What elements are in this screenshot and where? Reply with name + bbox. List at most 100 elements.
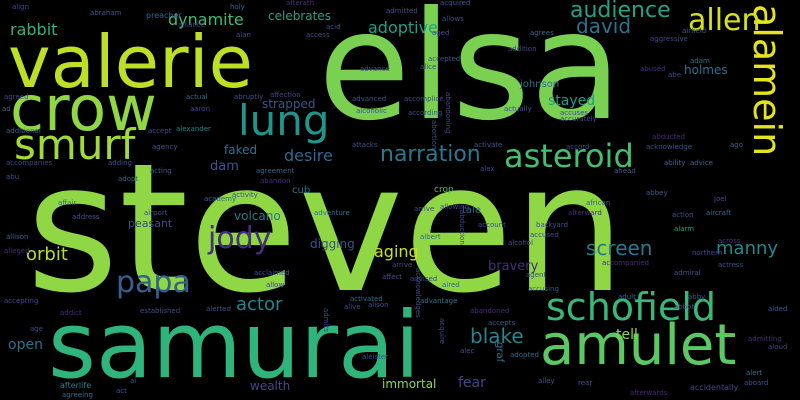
word: amulet [540, 313, 737, 378]
word: agreeing [62, 391, 93, 399]
word: attacks [352, 141, 378, 149]
word: aging [374, 242, 419, 261]
word: acting [150, 167, 172, 175]
word: abused [640, 65, 666, 73]
word: aggressive [650, 35, 688, 43]
word: allison [6, 233, 29, 241]
word: aboard [744, 379, 769, 387]
word: valerie [8, 20, 253, 104]
word: dam [210, 159, 239, 174]
word: lung [238, 96, 330, 145]
word: acknowledges [414, 268, 422, 318]
word: aaron [190, 105, 211, 113]
word: graf [494, 342, 505, 363]
word: established [140, 307, 181, 315]
word: ago [730, 141, 744, 149]
word: alison [368, 301, 389, 309]
word: age [30, 325, 44, 333]
word: abbey [646, 189, 668, 197]
word: allows [442, 15, 464, 23]
word: northern [692, 249, 723, 257]
word: abduction [458, 210, 466, 245]
word: manny [716, 238, 779, 259]
word: alexander [176, 125, 211, 133]
word: accompanies [6, 159, 53, 167]
word: adopt [118, 175, 139, 183]
word: aided [768, 305, 788, 313]
word: alcoholic [356, 107, 387, 115]
word: advised [410, 275, 438, 283]
word: wealth [250, 379, 291, 393]
word: affair [58, 199, 77, 207]
word: johnson [520, 79, 560, 90]
word: desire [284, 146, 333, 165]
word: alleged [4, 247, 30, 255]
word: stayed [548, 93, 596, 109]
word: blake [470, 324, 524, 348]
word: afterwards [630, 389, 668, 397]
word: joel [714, 195, 727, 203]
word: immortal [382, 377, 437, 391]
word: aged [432, 29, 450, 37]
word: alerted [206, 305, 231, 313]
word: crow [10, 72, 157, 145]
word: alamein [745, 4, 789, 157]
word: peasant [128, 217, 173, 230]
word: strapped [262, 97, 316, 111]
word: advantage [420, 297, 458, 305]
word: orbit [26, 244, 68, 265]
word: fear [458, 375, 486, 391]
word: arrive [392, 261, 413, 269]
word: ai [130, 377, 137, 385]
word: screen [586, 236, 653, 260]
word: accidentally [690, 383, 739, 392]
word: afterward [568, 209, 602, 217]
word: acquired [440, 0, 471, 7]
word: academy [204, 195, 237, 203]
word: affection [270, 91, 301, 99]
word: alcohol [508, 239, 534, 247]
word: alley [538, 377, 555, 385]
word: admitted [386, 7, 418, 15]
word: holy [230, 3, 245, 11]
word: faked [224, 143, 258, 157]
word: actual [186, 93, 208, 101]
word: acclaimed [254, 269, 290, 277]
word: according [408, 109, 443, 117]
word: alive [344, 303, 361, 311]
word: papa [116, 265, 191, 300]
word: backyard [536, 221, 569, 229]
word: allowing [440, 203, 470, 211]
word: alarm [674, 225, 695, 233]
word: additional [6, 127, 41, 135]
word: abu [6, 173, 20, 181]
word: acknowledge [646, 143, 693, 151]
word: acquire [438, 318, 446, 344]
word: adventure [314, 209, 350, 217]
word: aired [442, 281, 460, 289]
word: accepting [4, 297, 39, 305]
word: alan [236, 31, 251, 39]
word: adam [690, 57, 710, 65]
word: affect [382, 273, 403, 281]
word: accurately [560, 115, 597, 123]
word: accused [530, 231, 559, 239]
word: tale [462, 205, 481, 216]
word: abe [668, 71, 682, 79]
word: digging [310, 237, 355, 251]
word: aleister [362, 353, 389, 361]
word: elsa [318, 0, 623, 154]
word: abraham [90, 9, 122, 17]
word: actor [236, 294, 283, 315]
word: rabbit [10, 20, 58, 39]
word: align [12, 3, 30, 11]
word: across [718, 237, 741, 245]
word: david [576, 14, 632, 38]
word: admitting [748, 335, 782, 343]
word: celebrates [268, 9, 331, 23]
word: steven [26, 125, 626, 332]
word: accuses [560, 109, 589, 117]
word: accept [148, 127, 172, 135]
word: samurai [48, 292, 420, 399]
